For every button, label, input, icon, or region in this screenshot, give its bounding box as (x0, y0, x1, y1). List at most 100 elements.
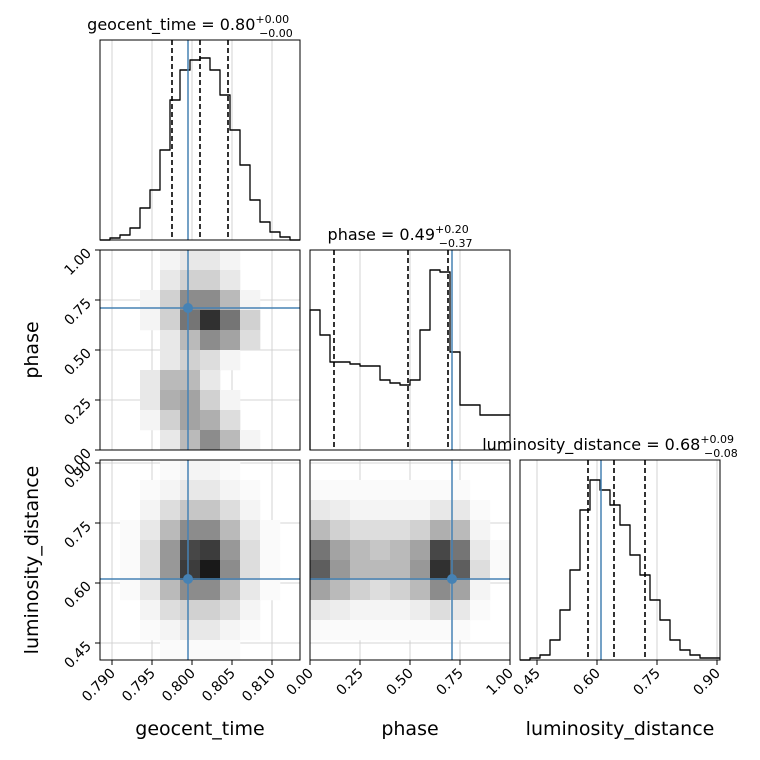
density-cell (120, 370, 140, 390)
density-cell (310, 640, 330, 660)
density-cell (160, 410, 181, 431)
density-cell (390, 560, 411, 581)
x-tick-label: 0.800 (159, 666, 199, 706)
density-cell (220, 270, 241, 291)
density-cell (240, 540, 261, 561)
density-cell (160, 290, 181, 311)
histogram-outline (309, 269, 510, 450)
density-cell (200, 370, 221, 391)
density-cell (350, 540, 371, 561)
density-cell (450, 460, 470, 480)
density-cell (260, 500, 280, 520)
density-cell (120, 350, 140, 370)
density-cell (330, 600, 351, 621)
title-lower: −0.08 (704, 447, 738, 460)
x-axis-label: luminosity_distance (526, 718, 715, 740)
density-cell (370, 580, 391, 601)
density-cell (160, 370, 181, 391)
density-cell (120, 330, 140, 350)
density-cell (220, 410, 241, 431)
density-cell (490, 620, 510, 640)
density-cell (280, 430, 300, 450)
density-cell (260, 640, 280, 660)
density-cell (160, 580, 181, 601)
density-cell (200, 560, 221, 581)
density-cell (260, 390, 280, 410)
title-lower: −0.37 (439, 237, 473, 250)
density-cell (260, 350, 280, 370)
density-cell (200, 480, 221, 501)
title-text: geocent_time = 0.80 (87, 15, 255, 35)
density-cell (350, 600, 371, 621)
density-cell (180, 310, 201, 331)
density-cell (390, 640, 410, 660)
density-cell (160, 270, 181, 291)
density-cell (100, 480, 120, 500)
density-cell (240, 270, 260, 290)
density-cell (490, 580, 510, 600)
density-cell (120, 520, 141, 541)
title-text: phase = 0.49 (328, 225, 435, 244)
density-cell (220, 520, 241, 541)
density-cell (120, 620, 140, 640)
density-cell (160, 430, 181, 451)
density-cell (220, 480, 241, 501)
density-cell (370, 480, 391, 501)
density-cell (370, 600, 391, 621)
density-cell (140, 600, 161, 621)
density-cell (200, 500, 221, 521)
density-cell (470, 520, 491, 541)
density-cell (390, 520, 411, 541)
density-cell (200, 580, 221, 601)
density-cell (220, 370, 240, 390)
density-cell (260, 330, 280, 350)
density-cell (200, 600, 221, 621)
density-cell (280, 410, 300, 430)
density-cell (240, 310, 261, 331)
density-cell (120, 640, 140, 660)
density-cell (430, 540, 451, 561)
density-cell (260, 410, 280, 430)
density-cell (260, 620, 280, 640)
panel-frame (99, 39, 301, 241)
density-cell (470, 560, 491, 581)
density-cell (200, 430, 221, 451)
density-cell (100, 370, 120, 390)
density-cell (310, 520, 331, 541)
density-cell (240, 500, 261, 521)
density-cell (180, 460, 201, 481)
density-cell (220, 290, 241, 311)
density-cell (200, 310, 221, 331)
x-axis-label: geocent_time (135, 718, 264, 740)
density-cell (240, 640, 260, 660)
density-cell (260, 560, 281, 581)
density-cell (390, 600, 411, 621)
density-cell (410, 620, 431, 641)
density-cell (370, 460, 390, 480)
density-cell (280, 520, 300, 540)
density-cell (330, 520, 351, 541)
density-cell (240, 410, 260, 430)
x-tick-label: 0.790 (79, 666, 119, 706)
y-tick-label: 1.00 (61, 246, 94, 279)
density-cell (140, 370, 161, 391)
density-cell (160, 480, 181, 501)
density-cell (120, 540, 141, 561)
density-cell (140, 310, 161, 331)
x-tick-label: 0.795 (119, 666, 159, 706)
density-cell (140, 580, 161, 601)
density-cell (140, 640, 160, 660)
density-cell (240, 290, 261, 311)
density-cell (280, 640, 300, 660)
density-cell (330, 540, 351, 561)
title-upper: +0.09 (700, 433, 734, 446)
density-cell (120, 270, 140, 290)
density-cell (180, 270, 201, 291)
y-tick-label: 0.60 (61, 579, 94, 612)
x-axis-label: phase (381, 718, 438, 740)
density-cell (200, 410, 221, 431)
density-cell (180, 620, 201, 641)
density-cell (450, 520, 471, 541)
density-cell (490, 560, 511, 581)
truth-marker (183, 574, 193, 584)
